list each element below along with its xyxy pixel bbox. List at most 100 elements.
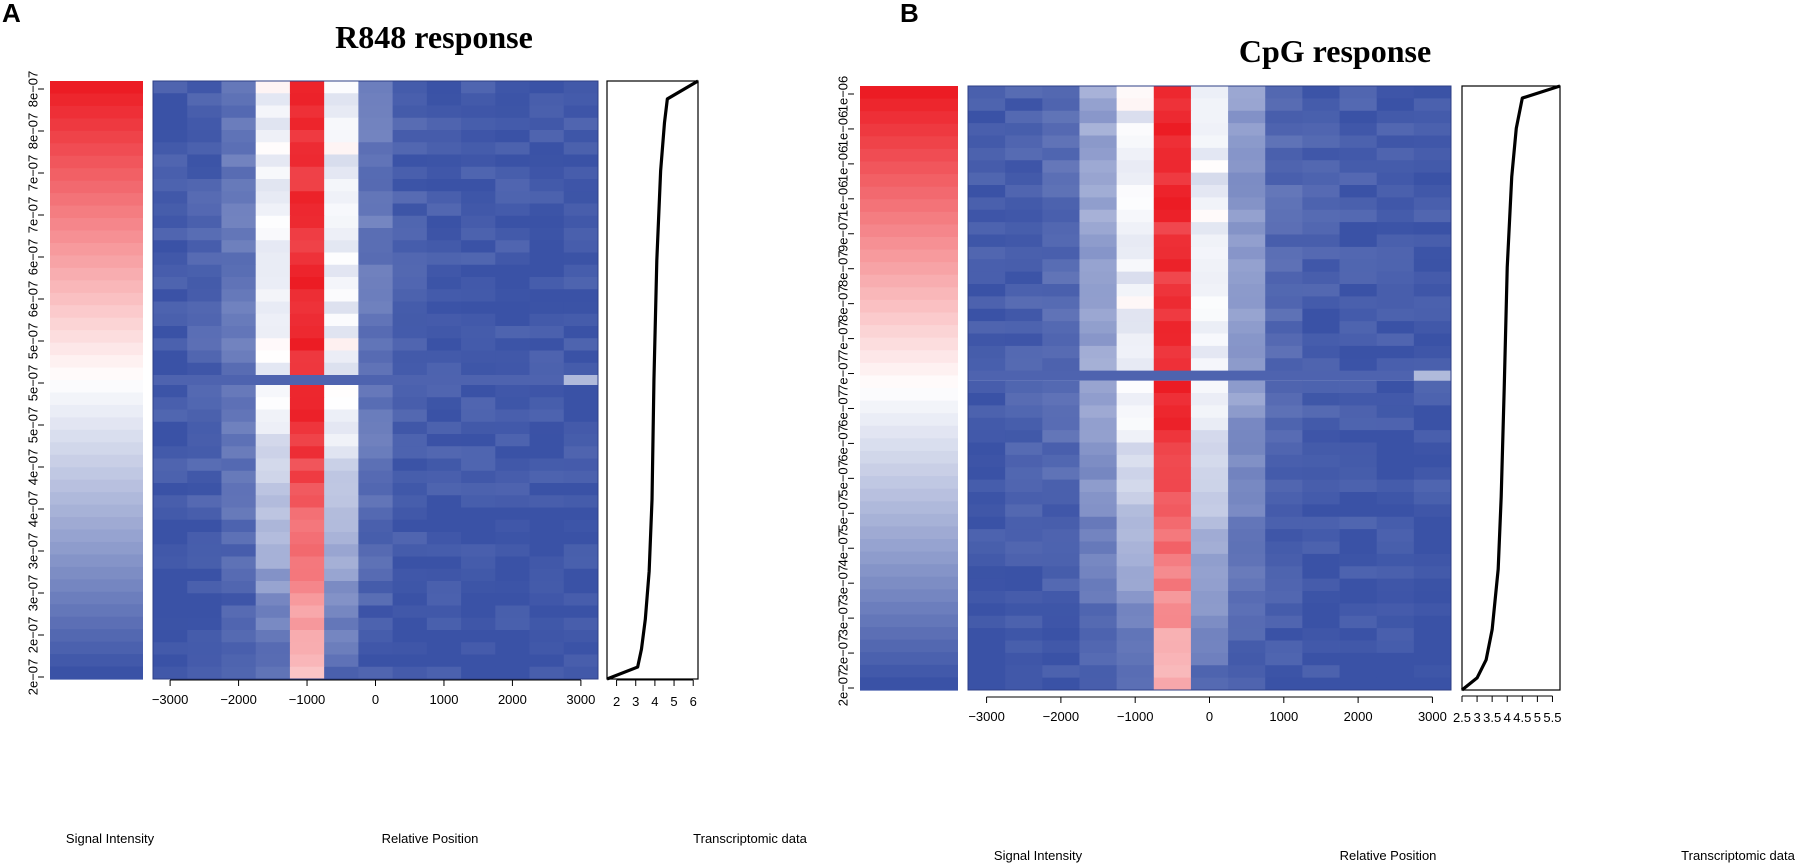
heatmap-cell bbox=[1265, 185, 1303, 198]
heatmap-cell bbox=[1228, 405, 1266, 419]
heatmap-cell bbox=[563, 264, 599, 278]
heatmap-cell bbox=[495, 458, 530, 472]
heatmap-cell bbox=[255, 617, 291, 631]
legend-swatch bbox=[50, 305, 143, 319]
heatmap-cell bbox=[392, 446, 428, 459]
heatmap-cell bbox=[255, 605, 291, 619]
heatmap-cell bbox=[495, 568, 530, 582]
heatmap-cell bbox=[1153, 640, 1192, 654]
heatmap-cell bbox=[1079, 578, 1118, 592]
heatmap-cell bbox=[426, 630, 462, 643]
heatmap-cell bbox=[392, 568, 428, 582]
heatmap-cell bbox=[461, 397, 496, 410]
legend-swatch bbox=[50, 280, 143, 294]
heatmap-cell bbox=[1265, 591, 1303, 604]
transcriptomic-line bbox=[1460, 84, 1561, 692]
heatmap-cell bbox=[1079, 209, 1118, 223]
heatmap-cell bbox=[1265, 209, 1303, 223]
heatmap-cell bbox=[968, 640, 1006, 654]
heatmap-cell bbox=[153, 277, 188, 290]
heatmap-cell bbox=[968, 86, 1006, 99]
heatmap-cell bbox=[289, 446, 325, 459]
heatmap-cell bbox=[1265, 110, 1303, 124]
heatmap-cell bbox=[968, 504, 1006, 518]
heatmap-cell bbox=[392, 483, 428, 496]
heatmap-cell bbox=[153, 495, 188, 508]
heatmap-cell bbox=[1265, 172, 1303, 186]
heatmap-cell bbox=[221, 203, 257, 217]
heatmap-cell bbox=[153, 203, 188, 217]
heatmap-cell bbox=[1413, 479, 1452, 493]
heatmap-cell bbox=[461, 507, 496, 521]
heatmap-cell bbox=[1265, 479, 1303, 493]
legend-swatch bbox=[50, 404, 143, 418]
heatmap-cell bbox=[255, 191, 291, 204]
heatmap-cell bbox=[563, 568, 599, 582]
heatmap-cell bbox=[358, 277, 394, 290]
heatmap-cell bbox=[1116, 209, 1155, 223]
heatmap-cell bbox=[1413, 147, 1452, 161]
heatmap-cell bbox=[1042, 86, 1080, 99]
legend-swatch bbox=[860, 450, 958, 465]
heatmap-cell bbox=[1042, 467, 1080, 481]
heatmap-cell bbox=[529, 93, 565, 106]
heatmap-cell bbox=[289, 630, 325, 643]
heatmap-cell bbox=[426, 338, 462, 351]
heatmap-cell bbox=[1339, 393, 1378, 406]
heatmap-cell bbox=[1265, 147, 1303, 161]
heatmap-cell bbox=[392, 385, 428, 398]
heatmap-cell bbox=[1005, 454, 1043, 468]
heatmap-cell bbox=[358, 581, 394, 594]
heatmap-cell bbox=[187, 458, 222, 472]
heatmap-cell bbox=[529, 483, 565, 496]
heatmap-cell bbox=[1413, 541, 1452, 555]
heatmap-cell bbox=[1153, 123, 1192, 136]
heatmap-cell bbox=[153, 434, 188, 447]
heatmap-cell bbox=[529, 605, 565, 619]
panel-b-legend-ticks: 2e−072e−073e−073e−074e−075e−075e−076e−07… bbox=[836, 76, 854, 706]
heatmap-cell bbox=[1376, 296, 1415, 310]
heatmap-cell bbox=[1153, 147, 1192, 161]
heatmap-cell bbox=[1302, 380, 1340, 394]
heatmap-cell bbox=[1339, 197, 1378, 211]
heatmap-cell bbox=[289, 483, 325, 496]
heatmap-cell bbox=[495, 252, 530, 266]
heatmap-cell bbox=[461, 470, 496, 484]
heatmap-cell bbox=[1005, 603, 1043, 617]
heatmap-cell bbox=[187, 642, 222, 655]
heatmap-cell bbox=[1079, 492, 1118, 505]
heatmap-cell bbox=[495, 350, 530, 364]
heatmap-cell bbox=[1228, 541, 1266, 555]
heatmap-cell bbox=[426, 252, 462, 266]
heatmap-cell bbox=[1116, 603, 1155, 617]
heatmap-cell bbox=[426, 203, 462, 217]
heatmap-cell bbox=[1302, 86, 1340, 99]
heatmap-cell bbox=[1339, 615, 1378, 629]
legend-swatch bbox=[860, 627, 958, 641]
legend-swatch bbox=[860, 148, 958, 163]
heatmap-cell bbox=[495, 130, 530, 143]
heatmap-cell bbox=[1116, 160, 1155, 174]
heatmap-cell bbox=[392, 117, 428, 131]
heatmap-cell bbox=[1079, 321, 1118, 334]
legend-swatch bbox=[50, 666, 143, 680]
heatmap-cell bbox=[1228, 652, 1266, 666]
heatmap-cell bbox=[529, 568, 565, 582]
heatmap-cell bbox=[255, 470, 291, 484]
heatmap-cell bbox=[255, 568, 291, 582]
heatmap-cell bbox=[1005, 172, 1043, 186]
heatmap-cell bbox=[392, 519, 428, 533]
heatmap-cell bbox=[1153, 615, 1192, 629]
heatmap-cell bbox=[289, 117, 325, 131]
heatmap-cell bbox=[529, 81, 565, 94]
heatmap-cell bbox=[255, 240, 291, 253]
heatmap-cell bbox=[1005, 529, 1043, 542]
heatmap-cell bbox=[968, 578, 1006, 592]
heatmap-cell bbox=[529, 203, 565, 217]
heatmap-cell bbox=[968, 603, 1006, 617]
transcriptomic-line bbox=[606, 79, 699, 681]
heatmap-cell bbox=[1302, 333, 1340, 347]
heatmap-separator-cell bbox=[563, 375, 598, 385]
heatmap-cell bbox=[1116, 628, 1155, 641]
heatmap-cell bbox=[1265, 308, 1303, 322]
